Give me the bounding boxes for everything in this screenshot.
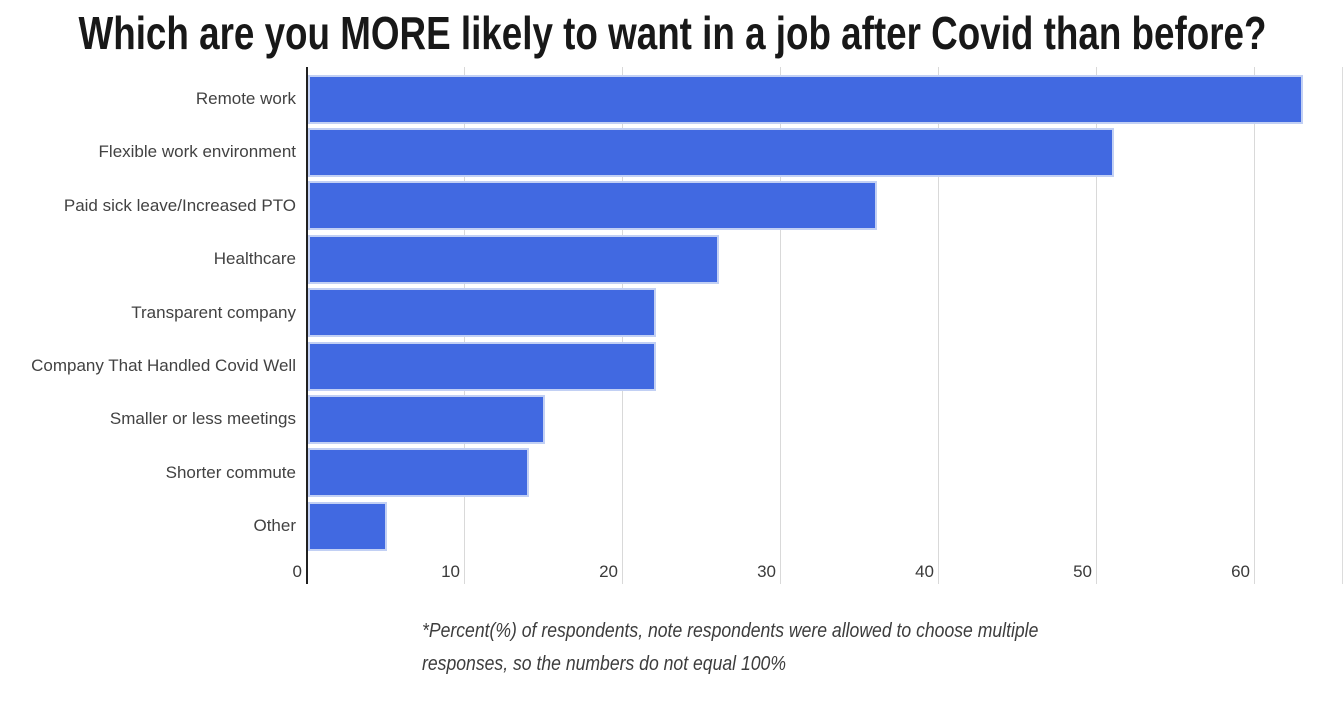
gridline-x-50 bbox=[1096, 67, 1097, 584]
x-tick-label-10: 10 bbox=[441, 562, 460, 581]
bar-shorter-commute bbox=[308, 448, 530, 498]
category-label-transparent-company: Transparent company bbox=[131, 302, 296, 322]
x-tick-label-50: 50 bbox=[1073, 562, 1092, 581]
x-tick-label-30: 30 bbox=[757, 562, 776, 581]
category-label-paid-sick-leave-increased-pto: Paid sick leave/Increased PTO bbox=[63, 195, 296, 215]
footnote-line-1: *Percent(%) of respondents, note respond… bbox=[422, 620, 1039, 642]
bar-smaller-or-less-meetings bbox=[308, 394, 545, 444]
category-label-remote-work: Remote work bbox=[195, 89, 296, 108]
category-label-flexible-work-environment: Flexible work environment bbox=[98, 142, 296, 162]
x-tick-label-60: 60 bbox=[1231, 562, 1250, 581]
gridline-x-60 bbox=[1254, 67, 1255, 584]
category-label-shorter-commute: Shorter commute bbox=[165, 462, 296, 482]
plot-right-border bbox=[1342, 67, 1343, 584]
x-tick-label-40: 40 bbox=[915, 562, 934, 581]
chart-header: Which are you MORE likely to want in a j… bbox=[0, 8, 1344, 59]
gridline-x-30 bbox=[780, 67, 781, 584]
bar-other bbox=[308, 501, 387, 551]
footnote-line-2: responses, so the numbers do not equal 1… bbox=[422, 653, 786, 675]
bar-transparent-company bbox=[308, 288, 656, 338]
y-axis-line bbox=[306, 67, 308, 584]
bar-company-that-handled-covid-well bbox=[308, 341, 656, 391]
chart-title: Which are you MORE likely to want in a j… bbox=[78, 7, 1266, 59]
gridline-x-40 bbox=[938, 67, 939, 584]
bar-paid-sick-leave-increased-pto bbox=[308, 181, 877, 231]
x-tick-label-20: 20 bbox=[599, 562, 618, 581]
bar-healthcare bbox=[308, 234, 719, 284]
x-tick-label-0: 0 bbox=[292, 562, 302, 581]
chart-footnote: *Percent(%) of respondents, note respond… bbox=[422, 615, 1038, 681]
bar-flexible-work-environment bbox=[308, 127, 1114, 177]
category-label-company-that-handled-covid-well: Company That Handled Covid Well bbox=[31, 356, 296, 375]
bar-remote-work bbox=[308, 74, 1304, 124]
category-label-healthcare: Healthcare bbox=[213, 249, 296, 269]
category-label-smaller-or-less-meetings: Smaller or less meetings bbox=[109, 409, 296, 429]
category-label-other: Other bbox=[253, 516, 296, 536]
